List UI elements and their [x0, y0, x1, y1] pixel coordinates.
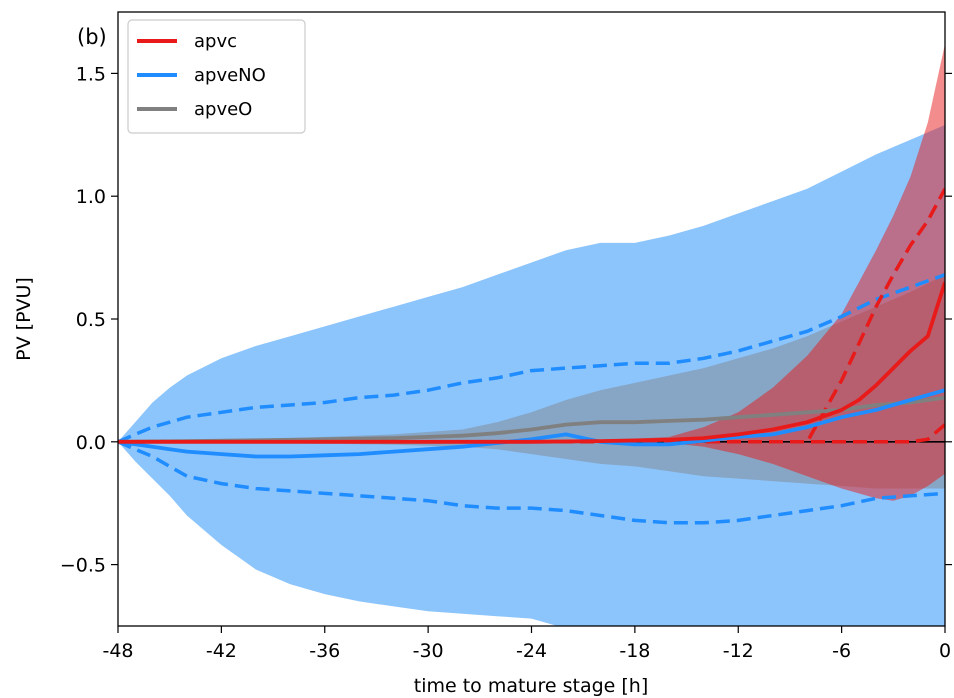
panel-label: (b)	[77, 25, 107, 49]
x-tick-label: -6	[832, 640, 851, 662]
plot-area	[118, 43, 945, 626]
x-tick-label: -48	[102, 640, 133, 662]
x-axis-title: time to mature stage [h]	[414, 675, 649, 697]
axis-ticks: -48 -42 -36 -30 -24 -18 -12 -6 0 −0.5 0.0 0.5 1.0 1.5	[60, 63, 952, 662]
x-tick-label: -12	[723, 640, 754, 662]
x-tick-label: -42	[206, 640, 237, 662]
y-tick-label: 1.0	[76, 186, 106, 208]
y-tick-label: 0.5	[76, 309, 106, 331]
apvc-median-line	[118, 281, 945, 444]
apveNO-legend-label: apveNO	[194, 65, 266, 86]
x-tick-label: -36	[309, 640, 340, 662]
apveNO-p-lower-dashed-line	[118, 440, 945, 525]
legend: apvc apveNO apveO	[127, 19, 306, 134]
y-axis-title: PV [PVU]	[13, 277, 35, 361]
x-tick-label: -24	[516, 640, 547, 662]
apveNO-p-upper-dashed-line	[118, 273, 945, 444]
y-tick-label: 0.0	[76, 432, 106, 454]
x-tick-label: -30	[413, 640, 444, 662]
x-tick-label: -18	[619, 640, 650, 662]
x-tick-label: 0	[939, 640, 951, 662]
apveO-legend-label: apveO	[194, 99, 252, 120]
apveNO-band	[118, 125, 945, 626]
apvc-legend-label: apvc	[194, 31, 237, 52]
y-tick-label: 1.5	[76, 63, 106, 85]
legend-box	[127, 19, 306, 134]
y-tick-label: −0.5	[60, 555, 106, 577]
apvc-band	[118, 43, 945, 501]
